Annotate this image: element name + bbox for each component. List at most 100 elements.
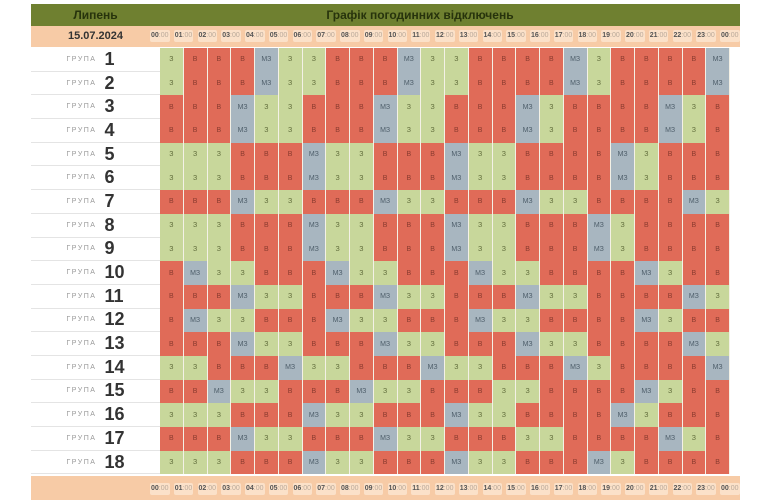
group-word: ГРУПА <box>66 79 97 87</box>
schedule-cell: МЗ <box>207 379 232 404</box>
hour-number: 08 <box>341 485 349 492</box>
schedule-cell: З <box>492 379 517 404</box>
schedule-cell: В <box>540 379 564 404</box>
schedule-cell: В <box>350 190 374 214</box>
hour-number: 07 <box>317 485 326 492</box>
schedule-cell: МЗ <box>587 237 612 262</box>
group-label: ГРУПА 15 <box>31 380 160 404</box>
group-label: ГРУПА 13 <box>31 332 160 356</box>
hour-number: 04 <box>246 485 254 492</box>
hour-number: 01 <box>174 32 183 39</box>
schedule-cell: МЗ <box>255 48 279 72</box>
schedule-cell: В <box>183 119 208 143</box>
group-row: З З З В В В МЗ З З В В В МЗ З З В В В В МЗ З В В В <box>160 166 730 191</box>
schedule-cell: В <box>350 48 374 72</box>
schedule-cell: В <box>326 190 350 214</box>
schedule-cell: В <box>302 308 327 333</box>
schedule-cell: З <box>326 142 350 167</box>
schedule-cell: В <box>563 403 588 427</box>
group-label: ГРУПА 7 <box>31 190 160 214</box>
schedule-cell: В <box>706 450 730 475</box>
schedule-cell: В <box>445 261 469 285</box>
schedule-cell: В <box>373 213 398 238</box>
hour-label: 05:00 <box>268 30 289 42</box>
schedule-cell: МЗ <box>468 261 493 285</box>
schedule-cell: З <box>397 119 422 143</box>
hour-minutes: :00 <box>277 485 288 492</box>
schedule-cell: В <box>587 166 612 191</box>
schedule-cell: В <box>468 119 493 143</box>
schedule-cell: В <box>231 48 255 72</box>
schedule-cell: В <box>540 71 564 96</box>
hour-number: 06 <box>293 485 302 492</box>
schedule-cell: МЗ <box>326 308 350 333</box>
hour-label: 09:00 <box>363 30 384 42</box>
schedule-cell: МЗ <box>587 450 612 475</box>
hour-number: 16 <box>531 32 539 39</box>
group-number: 1 <box>104 48 115 69</box>
schedule-cell: З <box>421 190 445 214</box>
schedule-cell: В <box>255 261 279 285</box>
schedule-cell: В <box>373 355 398 380</box>
hour-label: 05:00 <box>268 483 289 495</box>
schedule-cell: З <box>516 379 540 404</box>
schedule-cell: МЗ <box>611 166 635 191</box>
schedule-cell: В <box>255 142 279 167</box>
group-word: ГРУПА <box>66 150 97 158</box>
schedule-cell: МЗ <box>302 237 327 262</box>
hour-label: 00:00 <box>150 30 170 42</box>
hour-label: 14:00 <box>482 30 503 42</box>
schedule-cell: З <box>397 95 422 120</box>
schedule-cell: В <box>445 119 469 143</box>
schedule-cell: МЗ <box>231 95 255 120</box>
schedule-cell: В <box>563 166 588 191</box>
schedule-cell: В <box>207 48 232 72</box>
schedule-cell: В <box>563 379 588 404</box>
schedule-title: Графік погодинних відключень <box>326 8 514 22</box>
schedule-cell: В <box>302 427 327 451</box>
schedule-cell: З <box>492 450 517 475</box>
schedule-cell: В <box>658 213 683 238</box>
hour-label: 01:00 <box>173 483 194 495</box>
group-word: ГРУПА <box>66 103 97 111</box>
schedule-cell: З <box>350 237 374 262</box>
schedule-cell: МЗ <box>516 284 540 309</box>
schedule-cell: В <box>516 142 540 167</box>
schedule-cell: В <box>682 237 707 262</box>
schedule-cell: З <box>397 190 422 214</box>
schedule-cell: З <box>658 261 683 285</box>
schedule-cell: З <box>183 166 208 191</box>
schedule-cell: МЗ <box>445 166 469 191</box>
schedule-cell: МЗ <box>706 48 730 72</box>
schedule-cell: В <box>611 190 635 214</box>
group-word: ГРУПА <box>66 55 97 63</box>
schedule-cell: З <box>160 355 184 380</box>
group-word: ГРУПА <box>66 197 97 205</box>
schedule-cell: В <box>611 379 635 404</box>
hour-minutes: :00 <box>562 485 573 492</box>
schedule-cell: В <box>682 48 707 72</box>
schedule-cell: МЗ <box>516 190 540 214</box>
schedule-cell: В <box>658 142 683 167</box>
schedule-cell: В <box>278 261 303 285</box>
schedule-cell: В <box>326 119 350 143</box>
schedule-cell: В <box>540 142 564 167</box>
schedule-cell: В <box>635 95 659 120</box>
hour-label: 14:00 <box>482 483 503 495</box>
schedule-cell: В <box>658 71 683 96</box>
hour-number: 11 <box>412 32 420 39</box>
schedule-cell: В <box>160 332 184 356</box>
schedule-cell: В <box>255 308 279 333</box>
schedule-cell: МЗ <box>183 261 208 285</box>
hour-label: 17:00 <box>553 30 574 42</box>
schedule-cell: В <box>682 71 707 96</box>
schedule-cell: В <box>658 48 683 72</box>
schedule-cell: В <box>326 332 350 356</box>
hour-number: 22 <box>673 32 682 39</box>
schedule-cell: В <box>445 284 469 309</box>
hour-number: 22 <box>673 485 682 492</box>
group-labels: ГРУПА 1 ГРУПА 2 ГРУПА 3 ГРУПА 4 ГРУПА 5 ГРУПА 6 ГРУП… <box>31 48 160 475</box>
schedule-cell: МЗ <box>587 213 612 238</box>
schedule-cell: З <box>350 403 374 427</box>
schedule-cell: З <box>326 450 350 475</box>
